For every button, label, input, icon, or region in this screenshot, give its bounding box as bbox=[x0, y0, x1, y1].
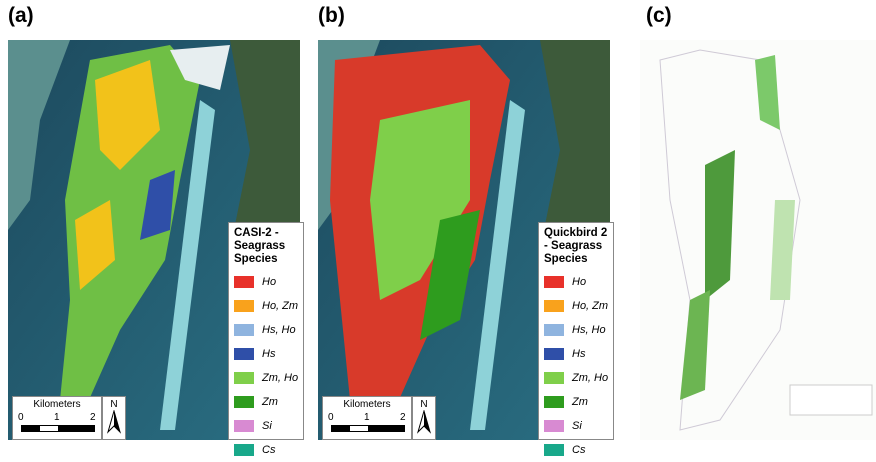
legend-label: Zm, Ho bbox=[572, 372, 608, 384]
legend-label: Ho, Zm bbox=[262, 300, 298, 312]
legend-item: Zm, Ho bbox=[234, 366, 299, 390]
legend-swatch bbox=[544, 396, 564, 408]
legend-swatch bbox=[544, 276, 564, 288]
legend-item: Hs, Ho bbox=[234, 318, 299, 342]
legend-item: Zm bbox=[234, 390, 299, 414]
legend-title: CASI-2 - Seagrass Species bbox=[234, 227, 299, 266]
scale-unit: Kilometers bbox=[323, 399, 411, 410]
panel-label: (c) bbox=[646, 4, 672, 28]
legend-swatch bbox=[234, 396, 254, 408]
legend-swatch bbox=[234, 420, 254, 432]
arrow bbox=[106, 410, 122, 434]
legend-swatch bbox=[544, 372, 564, 384]
legend-swatch bbox=[544, 444, 564, 456]
legend-label: Hs bbox=[572, 348, 585, 360]
maps bbox=[0, 0, 876, 440]
legend-item: Cs bbox=[544, 438, 609, 462]
panel-label: (b) bbox=[318, 4, 345, 28]
legend-label: Si bbox=[572, 420, 582, 432]
mini-legend bbox=[790, 385, 872, 415]
arrow bbox=[416, 410, 432, 434]
panel-label: (a) bbox=[8, 4, 34, 28]
legend-label: Ho bbox=[572, 276, 586, 288]
legend-item: Ho, Zm bbox=[544, 294, 609, 318]
legend-item: Ho bbox=[544, 270, 609, 294]
legend-item: Ho, Zm bbox=[234, 294, 299, 318]
scale-tick: 2 bbox=[400, 412, 406, 423]
scale-tick: 1 bbox=[54, 412, 60, 423]
legend-item: Cs bbox=[234, 438, 299, 462]
legend-label: Zm bbox=[262, 396, 278, 408]
legend-swatch bbox=[234, 276, 254, 288]
legend-label: Zm, Ho bbox=[262, 372, 298, 384]
north-arrow: N bbox=[102, 396, 126, 440]
legend-label: Zm bbox=[572, 396, 588, 408]
legend-swatch bbox=[234, 372, 254, 384]
scale-bar: Kilometers 0 1 2 bbox=[12, 396, 102, 440]
legend: Quickbird 2 - Seagrass Species Ho Ho, Zm Hs… bbox=[538, 222, 614, 440]
legend-item: Hs bbox=[234, 342, 299, 366]
scale-tick: 2 bbox=[90, 412, 96, 423]
north-label: N bbox=[103, 399, 125, 410]
legend-item: Zm bbox=[544, 390, 609, 414]
legend-item: Hs, Ho bbox=[544, 318, 609, 342]
legend-label: Hs, Ho bbox=[572, 324, 606, 336]
legend-item: Zm, Ho bbox=[544, 366, 609, 390]
scale-unit: Kilometers bbox=[13, 399, 101, 410]
legend-label: Cs bbox=[572, 444, 585, 456]
legend-label: Hs, Ho bbox=[262, 324, 296, 336]
legend-swatch bbox=[234, 444, 254, 456]
scale-bar: Kilometers 0 1 2 bbox=[322, 396, 412, 440]
scale-tick: 0 bbox=[18, 412, 24, 423]
legend-item: Si bbox=[544, 414, 609, 438]
north-label: N bbox=[413, 399, 435, 410]
map-background bbox=[640, 40, 876, 440]
legend-label: Hs bbox=[262, 348, 275, 360]
scale-line bbox=[331, 425, 405, 432]
legend-title: Quickbird 2 - Seagrass Species bbox=[544, 227, 609, 266]
legend-label: Ho bbox=[262, 276, 276, 288]
legend-item: Ho bbox=[234, 270, 299, 294]
legend-swatch bbox=[234, 348, 254, 360]
legend-swatch bbox=[234, 300, 254, 312]
legend-swatch bbox=[544, 348, 564, 360]
legend-swatch bbox=[544, 324, 564, 336]
scale-tick: 0 bbox=[328, 412, 334, 423]
north-arrow: N bbox=[412, 396, 436, 440]
legend-label: Ho, Zm bbox=[572, 300, 608, 312]
legend: CASI-2 - Seagrass Species Ho Ho, Zm Hs, Ho H… bbox=[228, 222, 304, 440]
legend-swatch bbox=[544, 420, 564, 432]
page: (a) CASI-2 - Seagrass Species Ho Ho, Zm Hs, … bbox=[0, 0, 876, 440]
legend-swatch bbox=[234, 324, 254, 336]
legend-label: Cs bbox=[262, 444, 275, 456]
legend-item: Hs bbox=[544, 342, 609, 366]
legend-swatch bbox=[544, 300, 564, 312]
scale-tick: 1 bbox=[364, 412, 370, 423]
scale-line bbox=[21, 425, 95, 432]
legend-label: Si bbox=[262, 420, 272, 432]
legend-item: Si bbox=[234, 414, 299, 438]
map-c bbox=[640, 40, 876, 440]
